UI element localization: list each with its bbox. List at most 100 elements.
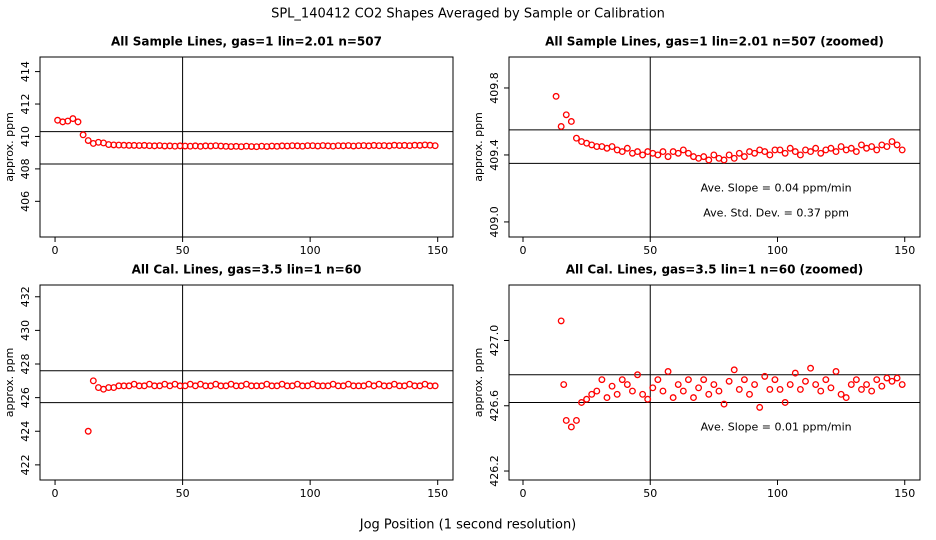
y-tick-label: 409.8 <box>488 72 501 104</box>
data-point <box>639 151 647 159</box>
data-point <box>557 123 565 130</box>
plot-frame <box>39 56 454 238</box>
panel-title: All Cal. Lines, gas=3.5 lin=1 n=60 <box>132 263 362 277</box>
data-point <box>740 153 748 161</box>
data-point <box>868 387 876 395</box>
y-axis-label: approx. ppm <box>3 348 16 418</box>
data-point <box>618 148 626 156</box>
x-tick-label: 150 <box>894 244 915 257</box>
data-point <box>791 148 799 156</box>
data-point <box>583 395 591 403</box>
data-point <box>827 384 835 392</box>
x-tick-label: 150 <box>427 487 448 500</box>
data-point <box>628 387 636 395</box>
data-point <box>567 118 575 125</box>
x-tick-label: 150 <box>894 487 915 500</box>
x-tick-label: 0 <box>52 487 59 500</box>
data-point <box>700 376 708 384</box>
data-point <box>552 92 560 100</box>
data-point <box>771 376 779 384</box>
y-tick-label: 432 <box>19 286 32 307</box>
data-point <box>832 368 840 375</box>
data-point <box>725 377 733 385</box>
y-tick-label: 427.0 <box>488 325 501 357</box>
data-point <box>690 394 697 402</box>
y-tick-label: 414 <box>19 61 32 82</box>
data-point <box>679 387 687 395</box>
data-point <box>84 427 92 435</box>
x-tick-label: 50 <box>176 244 190 257</box>
plot-frame <box>39 284 454 481</box>
data-point <box>746 390 753 398</box>
data-point <box>705 156 713 164</box>
data-point <box>720 400 728 408</box>
data-point <box>802 377 809 385</box>
x-tick-label: 50 <box>643 244 657 257</box>
y-tick-label: 406 <box>19 191 32 212</box>
y-tick-label: 426.6 <box>488 390 501 422</box>
data-point <box>735 149 743 157</box>
x-tick-label: 50 <box>176 487 190 500</box>
data-point <box>842 394 850 402</box>
data-point <box>654 151 662 159</box>
data-point <box>623 381 631 388</box>
data-point <box>710 151 718 159</box>
data-point <box>812 144 820 152</box>
data-point <box>562 111 570 119</box>
data-point <box>710 381 718 388</box>
x-tick-label: 100 <box>767 244 788 257</box>
y-tick-label: 422 <box>19 454 32 475</box>
data-point <box>679 146 687 154</box>
x-tick-label: 0 <box>519 244 526 257</box>
data-point <box>664 153 672 161</box>
data-point <box>84 137 92 144</box>
y-axis-label: approx. ppm <box>472 348 485 418</box>
data-point <box>868 143 876 151</box>
data-point <box>796 385 804 393</box>
x-tick-label: 50 <box>643 487 657 500</box>
data-point <box>567 423 575 431</box>
data-point <box>720 156 728 164</box>
data-point <box>669 394 677 402</box>
data-point <box>730 154 738 162</box>
data-point <box>740 376 748 384</box>
data-point <box>832 148 840 156</box>
data-point <box>893 141 901 149</box>
data-point <box>761 372 769 380</box>
data-point <box>639 390 647 398</box>
panel-title: All Cal. Lines, gas=3.5 lin=1 n=60 (zoom… <box>566 263 864 277</box>
data-point <box>674 381 682 388</box>
data-point <box>634 148 641 156</box>
x-tick-label: 150 <box>427 244 448 257</box>
data-point <box>735 385 743 393</box>
data-point <box>837 143 845 151</box>
data-point <box>807 364 815 372</box>
data-point <box>812 381 820 388</box>
data-point <box>852 376 860 384</box>
annotation: Ave. Std. Dev. = 0.37 ppm <box>703 206 849 219</box>
data-point <box>578 399 585 406</box>
data-point <box>623 144 631 152</box>
data-point <box>893 374 901 382</box>
panel-title: All Sample Lines, gas=1 lin=2.01 n=507 <box>111 35 382 49</box>
data-point <box>786 144 794 152</box>
y-tick-label: 426.2 <box>488 455 501 487</box>
annotation: Ave. Slope = 0.01 ppm/min <box>701 420 852 433</box>
data-point <box>888 138 896 146</box>
data-point <box>847 144 855 152</box>
data-point <box>858 141 865 149</box>
x-tick-label: 100 <box>767 487 788 500</box>
data-point <box>634 371 641 379</box>
y-tick-label: 410 <box>19 126 32 147</box>
data-point <box>649 384 657 392</box>
x-tick-label: 0 <box>519 487 526 500</box>
data-point <box>725 151 733 159</box>
data-point <box>817 387 825 395</box>
data-point <box>873 146 881 154</box>
data-point <box>557 317 565 325</box>
data-point <box>858 385 865 393</box>
panel-title: All Sample Lines, gas=1 lin=2.01 n=507 (… <box>545 35 884 49</box>
data-point <box>781 399 789 406</box>
y-axis-label: approx. ppm <box>472 112 485 182</box>
